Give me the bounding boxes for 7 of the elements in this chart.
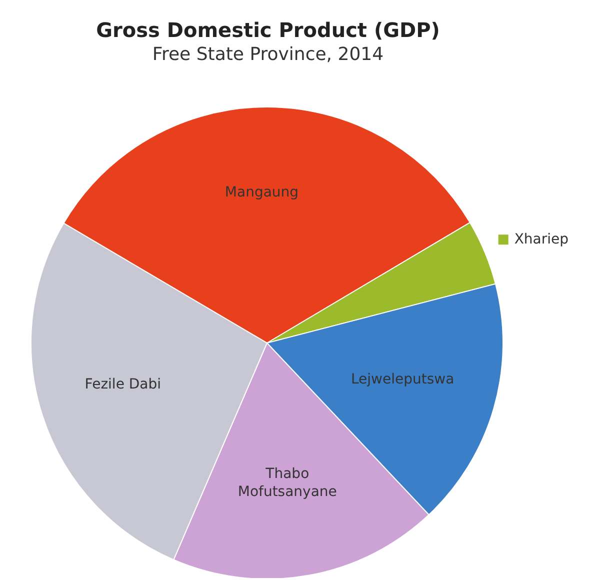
slice-label: Fezile Dabi	[84, 376, 162, 392]
chart-title: Gross Domestic Product (GDP)	[95, 18, 441, 42]
slice-label: Lejweleputswa	[350, 372, 454, 388]
legend-label: Xhariep	[514, 232, 569, 248]
chart-subtitle: Free State Province, 2014	[151, 44, 385, 65]
slice-label: Thabo Mofutsanyane	[238, 466, 337, 500]
slice-label: Mangaung	[224, 184, 299, 201]
